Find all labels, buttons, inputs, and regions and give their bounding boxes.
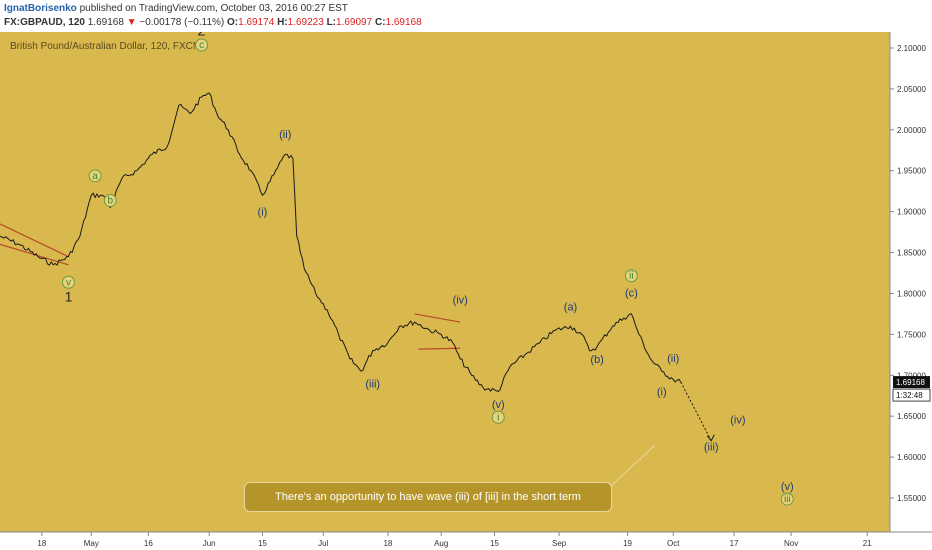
- wave-label: (ii): [279, 129, 291, 141]
- high-value: 1.69223: [287, 17, 324, 28]
- wave-circle: [195, 38, 209, 52]
- x-tick-label: 15: [490, 539, 499, 548]
- wave-label: (iii): [365, 379, 380, 391]
- y-tick-label: 1.55000: [897, 494, 926, 503]
- wave-label: (a): [564, 302, 577, 314]
- wave-circle: [780, 492, 794, 506]
- countdown-tag: [892, 388, 931, 402]
- wave-label: 1: [65, 289, 73, 305]
- x-tick-label: Aug: [434, 539, 448, 548]
- trendline: [0, 223, 69, 258]
- wave-label: (iv): [730, 415, 745, 427]
- wave-labels: 2cabv1(ii)(i)(iii)(iv)(v)i(a)(b)ii(c)(ii…: [61, 32, 794, 506]
- close-value: 1.69168: [385, 17, 422, 28]
- price-axis[interactable]: [890, 32, 932, 532]
- open-value: 1.69174: [238, 17, 275, 28]
- price-chart[interactable]: British Pound/Australian Dollar, 120, FX…: [0, 32, 932, 550]
- x-tick-label: 21: [863, 539, 872, 548]
- x-tick-label: Jun: [203, 539, 216, 548]
- symbol-label: FX:GBPAUD, 120: [4, 17, 85, 28]
- author-link[interactable]: IgnatBorisenko: [4, 3, 77, 14]
- y-tick-label: 1.80000: [897, 289, 926, 298]
- down-arrow-icon: ▼: [126, 17, 137, 28]
- wave-circle: [624, 269, 638, 283]
- y-tick-label: 1.75000: [897, 330, 926, 339]
- wave-label: (c): [625, 288, 638, 300]
- callout-pointer: [609, 444, 656, 488]
- x-tick-label: 16: [144, 539, 153, 548]
- wave-label: (i): [657, 387, 667, 399]
- wave-label: (v): [492, 399, 505, 411]
- price-change: −0.00178 (−0.11%): [139, 17, 225, 28]
- wave-circle: [88, 169, 102, 183]
- y-tick-label: 1.95000: [897, 167, 926, 176]
- y-ticks: 2.10000 2.05000 2.00000 1.95000 1.90000 1.850…: [890, 44, 926, 503]
- wave-label: iii: [784, 494, 791, 505]
- trendline: [418, 347, 461, 350]
- publish-line: IgnatBorisenko published on TradingView.…: [4, 3, 348, 14]
- wave-label: (iii): [704, 442, 719, 454]
- x-tick-label: 19: [623, 539, 632, 548]
- chart-header: IgnatBorisenko published on TradingView.…: [0, 0, 932, 32]
- x-tick-label: Sep: [552, 539, 567, 548]
- time-axis[interactable]: [0, 532, 932, 550]
- last-price-tags: 1.69168 1:32:48: [892, 376, 931, 402]
- projection-arrowhead: [706, 434, 715, 442]
- x-tick-label: 18: [383, 539, 392, 548]
- open-label: O:: [227, 17, 239, 28]
- low-label: L:: [326, 17, 337, 28]
- last-price-tag-label: 1.69168: [896, 378, 925, 387]
- last-price: 1.69168: [87, 17, 124, 28]
- high-label: H:: [277, 17, 288, 28]
- y-tick-label: 2.10000: [897, 44, 926, 53]
- chart-title: British Pound/Australian Dollar, 120, FX…: [10, 41, 201, 52]
- y-tick-label: 1.90000: [897, 208, 926, 217]
- quote-line: FX:GBPAUD, 120 1.69168 ▼ −0.00178 (−0.11…: [4, 17, 422, 28]
- countdown-tag-label: 1:32:48: [896, 391, 923, 400]
- y-tick-label: 1.70000: [897, 371, 926, 380]
- wave-circle: [491, 410, 505, 424]
- y-tick-label: 2.00000: [897, 126, 926, 135]
- y-tick-label: 1.85000: [897, 249, 926, 258]
- x-tick-label: Oct: [667, 539, 680, 548]
- x-tick-label: 15: [258, 539, 267, 548]
- last-price-tag: [893, 376, 930, 389]
- y-tick-label: 1.65000: [897, 412, 926, 421]
- plot-area[interactable]: [0, 32, 890, 532]
- wave-circle: [103, 193, 117, 207]
- x-tick-label: 17: [730, 539, 739, 548]
- y-tick-label: 1.60000: [897, 453, 926, 462]
- x-tick-label: May: [84, 539, 99, 548]
- wave-label: a: [92, 171, 98, 182]
- x-tick-label: Jul: [318, 539, 328, 548]
- wave-label: i: [497, 412, 499, 423]
- wave-label: b: [108, 195, 114, 206]
- trendline: [414, 313, 461, 323]
- wave-label: ii: [629, 271, 633, 282]
- wave-label: (iv): [453, 294, 468, 306]
- wave-label: v: [66, 277, 71, 288]
- x-ticks: 18 May 16 Jun 15 Jul 18 Aug 15 Sep 19 Oct 17 Nov 21: [37, 532, 872, 548]
- x-tick-label: Nov: [784, 539, 798, 548]
- publish-info: published on TradingView.com, October 03…: [79, 3, 348, 14]
- y-tick-label: 2.05000: [897, 85, 926, 94]
- x-tick-label: 18: [37, 539, 46, 548]
- close-label: C:: [374, 17, 386, 28]
- annotation-callout: There's an opportunity to have wave (iii…: [244, 482, 612, 512]
- projection-arrow: [680, 381, 712, 441]
- wave-label: (i): [258, 207, 268, 219]
- wave-label: (v): [781, 481, 794, 493]
- low-value: 1.69097: [336, 17, 373, 28]
- wave-circle: [61, 275, 75, 289]
- wave-label: (ii): [667, 353, 679, 365]
- wave-label: (b): [590, 354, 603, 366]
- wave-label: c: [199, 40, 204, 51]
- wave-label: 2: [198, 32, 206, 39]
